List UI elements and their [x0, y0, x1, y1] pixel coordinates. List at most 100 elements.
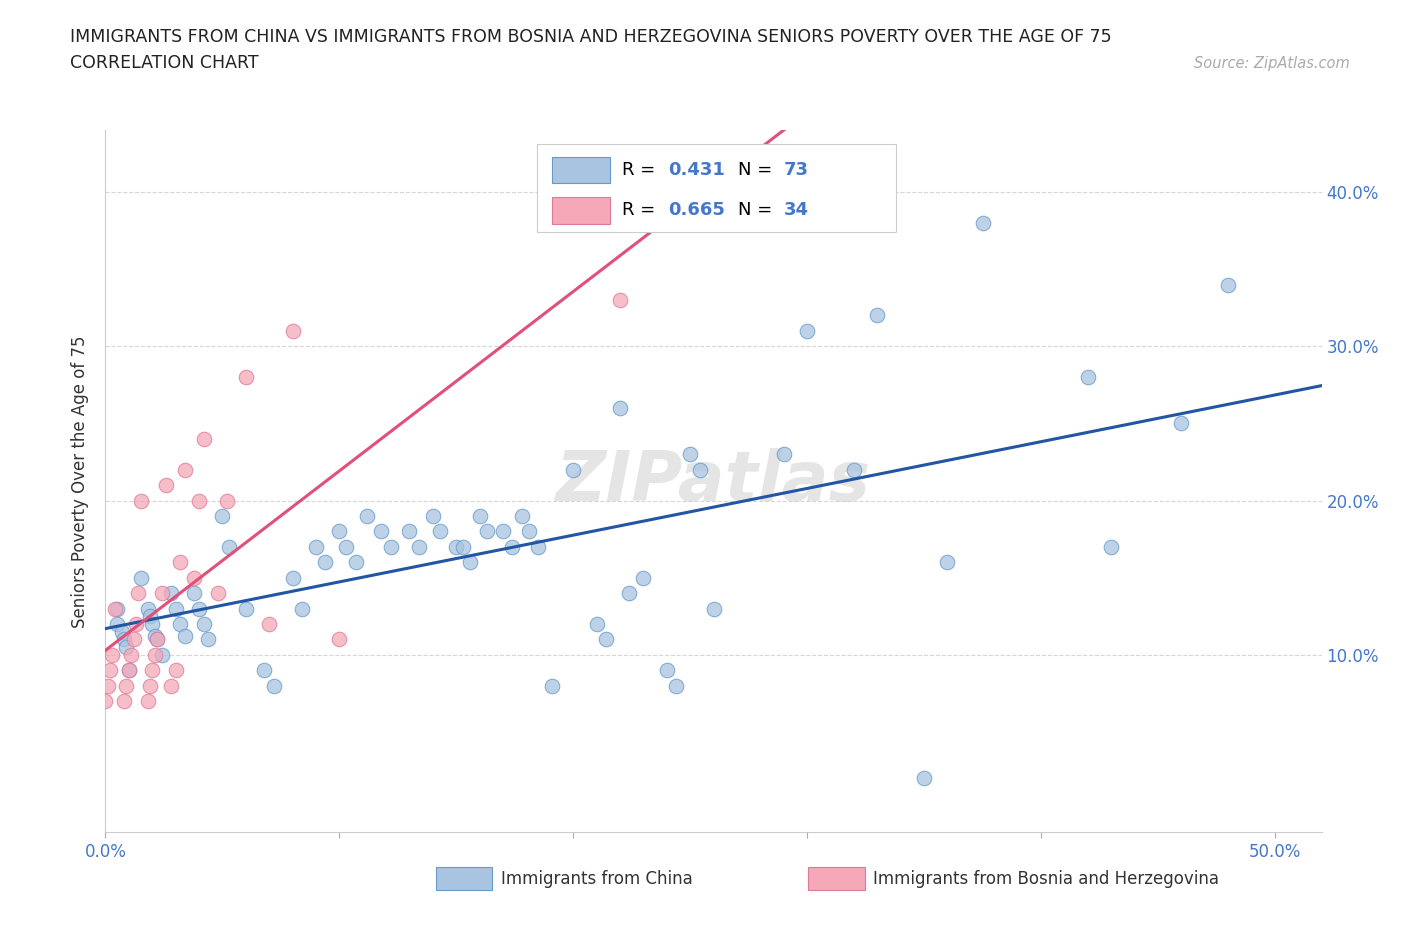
Point [305, 539, 328, 554]
Point [936, 555, 959, 570]
Point [111, 624, 134, 639]
Y-axis label: Seniors Poverty Over the Age of 75: Seniors Poverty Over the Age of 75 [72, 335, 90, 628]
Point [866, 308, 889, 323]
Point [356, 509, 378, 524]
Point [160, 678, 183, 693]
Point [112, 632, 135, 647]
Point [193, 617, 215, 631]
Point [257, 617, 280, 631]
Point [328, 524, 350, 538]
Point [912, 771, 935, 786]
Point [141, 617, 163, 631]
Point [125, 617, 148, 631]
Point [129, 493, 152, 508]
FancyBboxPatch shape [551, 157, 610, 183]
Point [165, 663, 187, 678]
Point [609, 293, 631, 308]
Point [183, 570, 205, 585]
Point [291, 601, 314, 616]
Point [562, 462, 585, 477]
Point [188, 601, 211, 616]
Text: 0.665: 0.665 [668, 202, 725, 219]
Point [253, 663, 276, 678]
Point [197, 632, 219, 647]
FancyBboxPatch shape [537, 144, 896, 232]
Text: Immigrants from China: Immigrants from China [501, 870, 692, 888]
Point [118, 663, 141, 678]
Point [118, 663, 141, 678]
Point [453, 539, 475, 554]
Point [169, 555, 191, 570]
Point [633, 570, 655, 585]
Point [165, 601, 187, 616]
Point [1170, 416, 1192, 431]
Point [104, 601, 127, 616]
Point [155, 478, 177, 493]
Point [235, 601, 257, 616]
Point [193, 432, 215, 446]
Point [702, 601, 725, 616]
Point [136, 694, 159, 709]
Point [146, 632, 169, 647]
Point [458, 555, 481, 570]
Point [105, 601, 128, 616]
Point [655, 663, 678, 678]
Point [380, 539, 402, 554]
Point [609, 401, 631, 416]
Point [150, 586, 173, 601]
Point [468, 509, 491, 524]
Point [370, 524, 392, 538]
Point [136, 601, 159, 616]
Point [408, 539, 430, 554]
Point [139, 609, 162, 624]
Text: Source: ZipAtlas.com: Source: ZipAtlas.com [1194, 56, 1350, 71]
Text: N =: N = [738, 161, 778, 179]
Point [1216, 277, 1239, 292]
Point [211, 509, 233, 524]
Point [335, 539, 357, 554]
Point [328, 632, 350, 647]
Point [619, 586, 641, 601]
Point [174, 629, 197, 644]
Point [595, 632, 617, 647]
Point [422, 509, 444, 524]
Point [115, 640, 138, 655]
Point [541, 678, 564, 693]
Point [98, 663, 121, 678]
Text: 34: 34 [785, 202, 808, 219]
Point [160, 586, 183, 601]
Point [517, 524, 540, 538]
Point [94, 694, 117, 709]
Point [146, 632, 169, 647]
Point [446, 539, 468, 554]
Point [263, 678, 285, 693]
Text: ZIPatlas: ZIPatlas [555, 447, 872, 515]
Point [174, 462, 197, 477]
Point [112, 694, 135, 709]
Point [183, 586, 205, 601]
Point [281, 324, 304, 339]
Point [215, 493, 238, 508]
Point [143, 629, 166, 644]
Text: N =: N = [738, 202, 778, 219]
Text: IMMIGRANTS FROM CHINA VS IMMIGRANTS FROM BOSNIA AND HERZEGOVINA SENIORS POVERTY : IMMIGRANTS FROM CHINA VS IMMIGRANTS FROM… [70, 28, 1112, 46]
Point [169, 617, 191, 631]
Point [314, 555, 336, 570]
Point [510, 509, 533, 524]
Point [235, 369, 257, 384]
Text: R =: R = [623, 202, 661, 219]
Point [150, 647, 173, 662]
Text: Immigrants from Bosnia and Herzegovina: Immigrants from Bosnia and Herzegovina [873, 870, 1219, 888]
Point [689, 462, 711, 477]
Point [344, 555, 367, 570]
Point [281, 570, 304, 585]
FancyBboxPatch shape [551, 197, 610, 224]
Point [679, 446, 702, 461]
Point [1077, 369, 1099, 384]
Point [218, 539, 240, 554]
Point [127, 586, 149, 601]
Point [122, 632, 145, 647]
Point [188, 493, 211, 508]
Point [115, 678, 138, 693]
Point [527, 539, 550, 554]
